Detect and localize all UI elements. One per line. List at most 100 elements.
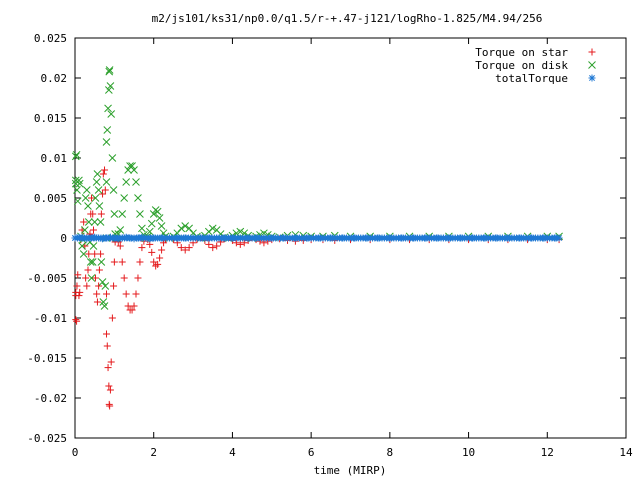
point-cross: [145, 227, 154, 236]
point-plus: [104, 364, 112, 372]
point-plus: [74, 271, 82, 279]
point-plus: [213, 242, 221, 250]
point-plus: [158, 246, 166, 254]
point-plus: [128, 306, 136, 314]
point-plus: [148, 248, 156, 256]
point-plus: [88, 194, 96, 202]
point-plus: [89, 210, 97, 218]
point-plus: [185, 244, 193, 252]
point-cross: [75, 179, 84, 188]
point-plus: [120, 274, 128, 282]
point-plus: [232, 239, 240, 247]
point-cross: [91, 194, 100, 202]
point-plus: [73, 317, 81, 325]
legend-label: totalTorque: [495, 72, 568, 85]
point-cross: [92, 178, 101, 186]
point-plus: [130, 302, 138, 310]
point-cross: [108, 154, 117, 162]
point-cross: [236, 227, 245, 236]
point-cross: [88, 258, 97, 266]
point-cross: [149, 210, 158, 218]
point-plus: [138, 244, 146, 252]
point-plus: [122, 290, 130, 298]
x-tick-label: 8: [387, 446, 394, 459]
point-cross: [102, 178, 111, 186]
legend-marker-cross: [588, 61, 596, 69]
point-cross: [103, 126, 112, 134]
x-tick-label: 0: [72, 446, 79, 459]
y-tick-label: -0.015: [27, 352, 67, 365]
point-plus: [136, 258, 144, 266]
x-tick-label: 6: [308, 446, 315, 459]
point-plus: [132, 290, 140, 298]
point-cross: [134, 194, 142, 202]
point-plus: [102, 290, 110, 298]
point-cross: [73, 197, 82, 206]
point-plus: [236, 240, 244, 248]
point-plus: [107, 358, 115, 366]
point-cross: [107, 110, 116, 118]
point-cross: [72, 150, 81, 159]
y-tick-label: -0.01: [34, 312, 67, 325]
point-cross: [132, 178, 140, 186]
point-cross: [78, 242, 86, 250]
y-tick-label: -0.02: [34, 392, 67, 405]
point-plus: [80, 218, 88, 226]
series-plus: [72, 166, 563, 410]
legend-label: Torque on star: [475, 46, 568, 59]
point-cross: [120, 194, 129, 202]
y-tick-label: -0.005: [27, 272, 67, 285]
x-tick-label: 10: [462, 446, 475, 459]
point-cross: [128, 162, 136, 170]
legend-label: Torque on disk: [475, 59, 568, 72]
point-cross: [73, 186, 81, 194]
point-cross: [155, 214, 164, 222]
point-cross: [98, 278, 107, 286]
point-plus: [102, 330, 110, 338]
point-cross: [232, 229, 241, 238]
y-tick-label: 0.005: [34, 192, 67, 205]
point-plus: [83, 282, 91, 290]
point-cross: [101, 282, 110, 290]
point-cross: [71, 152, 80, 161]
point-plus: [106, 386, 114, 394]
point-cross: [240, 229, 249, 238]
point-plus: [106, 402, 114, 410]
point-cross: [122, 178, 131, 186]
point-plus: [76, 288, 84, 296]
point-cross: [84, 218, 93, 226]
x-tick-label: 2: [150, 446, 157, 459]
point-cross: [90, 218, 99, 226]
point-cross: [81, 194, 90, 202]
point-plus: [181, 246, 189, 254]
x-axis-label: time (MIRP): [314, 464, 387, 477]
point-cross: [106, 82, 115, 90]
point-plus: [150, 258, 158, 266]
point-cross: [109, 186, 118, 194]
point-plus: [101, 166, 109, 174]
point-cross: [130, 166, 138, 174]
point-cross: [157, 222, 166, 230]
axis-ticks: 0 2 4 6 8 10 12 14 -0.025 -0.02 -0.015 -0.01 -0.005 0…: [27, 32, 633, 459]
point-plus: [97, 210, 105, 218]
point-cross: [104, 104, 112, 113]
point-plus: [93, 290, 101, 298]
point-plus: [240, 239, 248, 247]
point-cross: [102, 138, 111, 146]
x-tick-label: 12: [541, 446, 554, 459]
point-plus: [110, 258, 118, 266]
point-plus: [91, 250, 99, 258]
x-tick-label: 14: [619, 446, 633, 459]
point-plus: [99, 190, 107, 198]
point-plus: [95, 282, 103, 290]
point-cross: [110, 210, 119, 218]
point-plus: [108, 314, 116, 322]
y-tick-label: 0.025: [34, 32, 67, 45]
point-cross: [87, 274, 96, 282]
point-cross: [147, 219, 156, 228]
point-plus: [82, 274, 90, 282]
point-cross: [105, 67, 114, 76]
point-cross: [84, 202, 92, 210]
